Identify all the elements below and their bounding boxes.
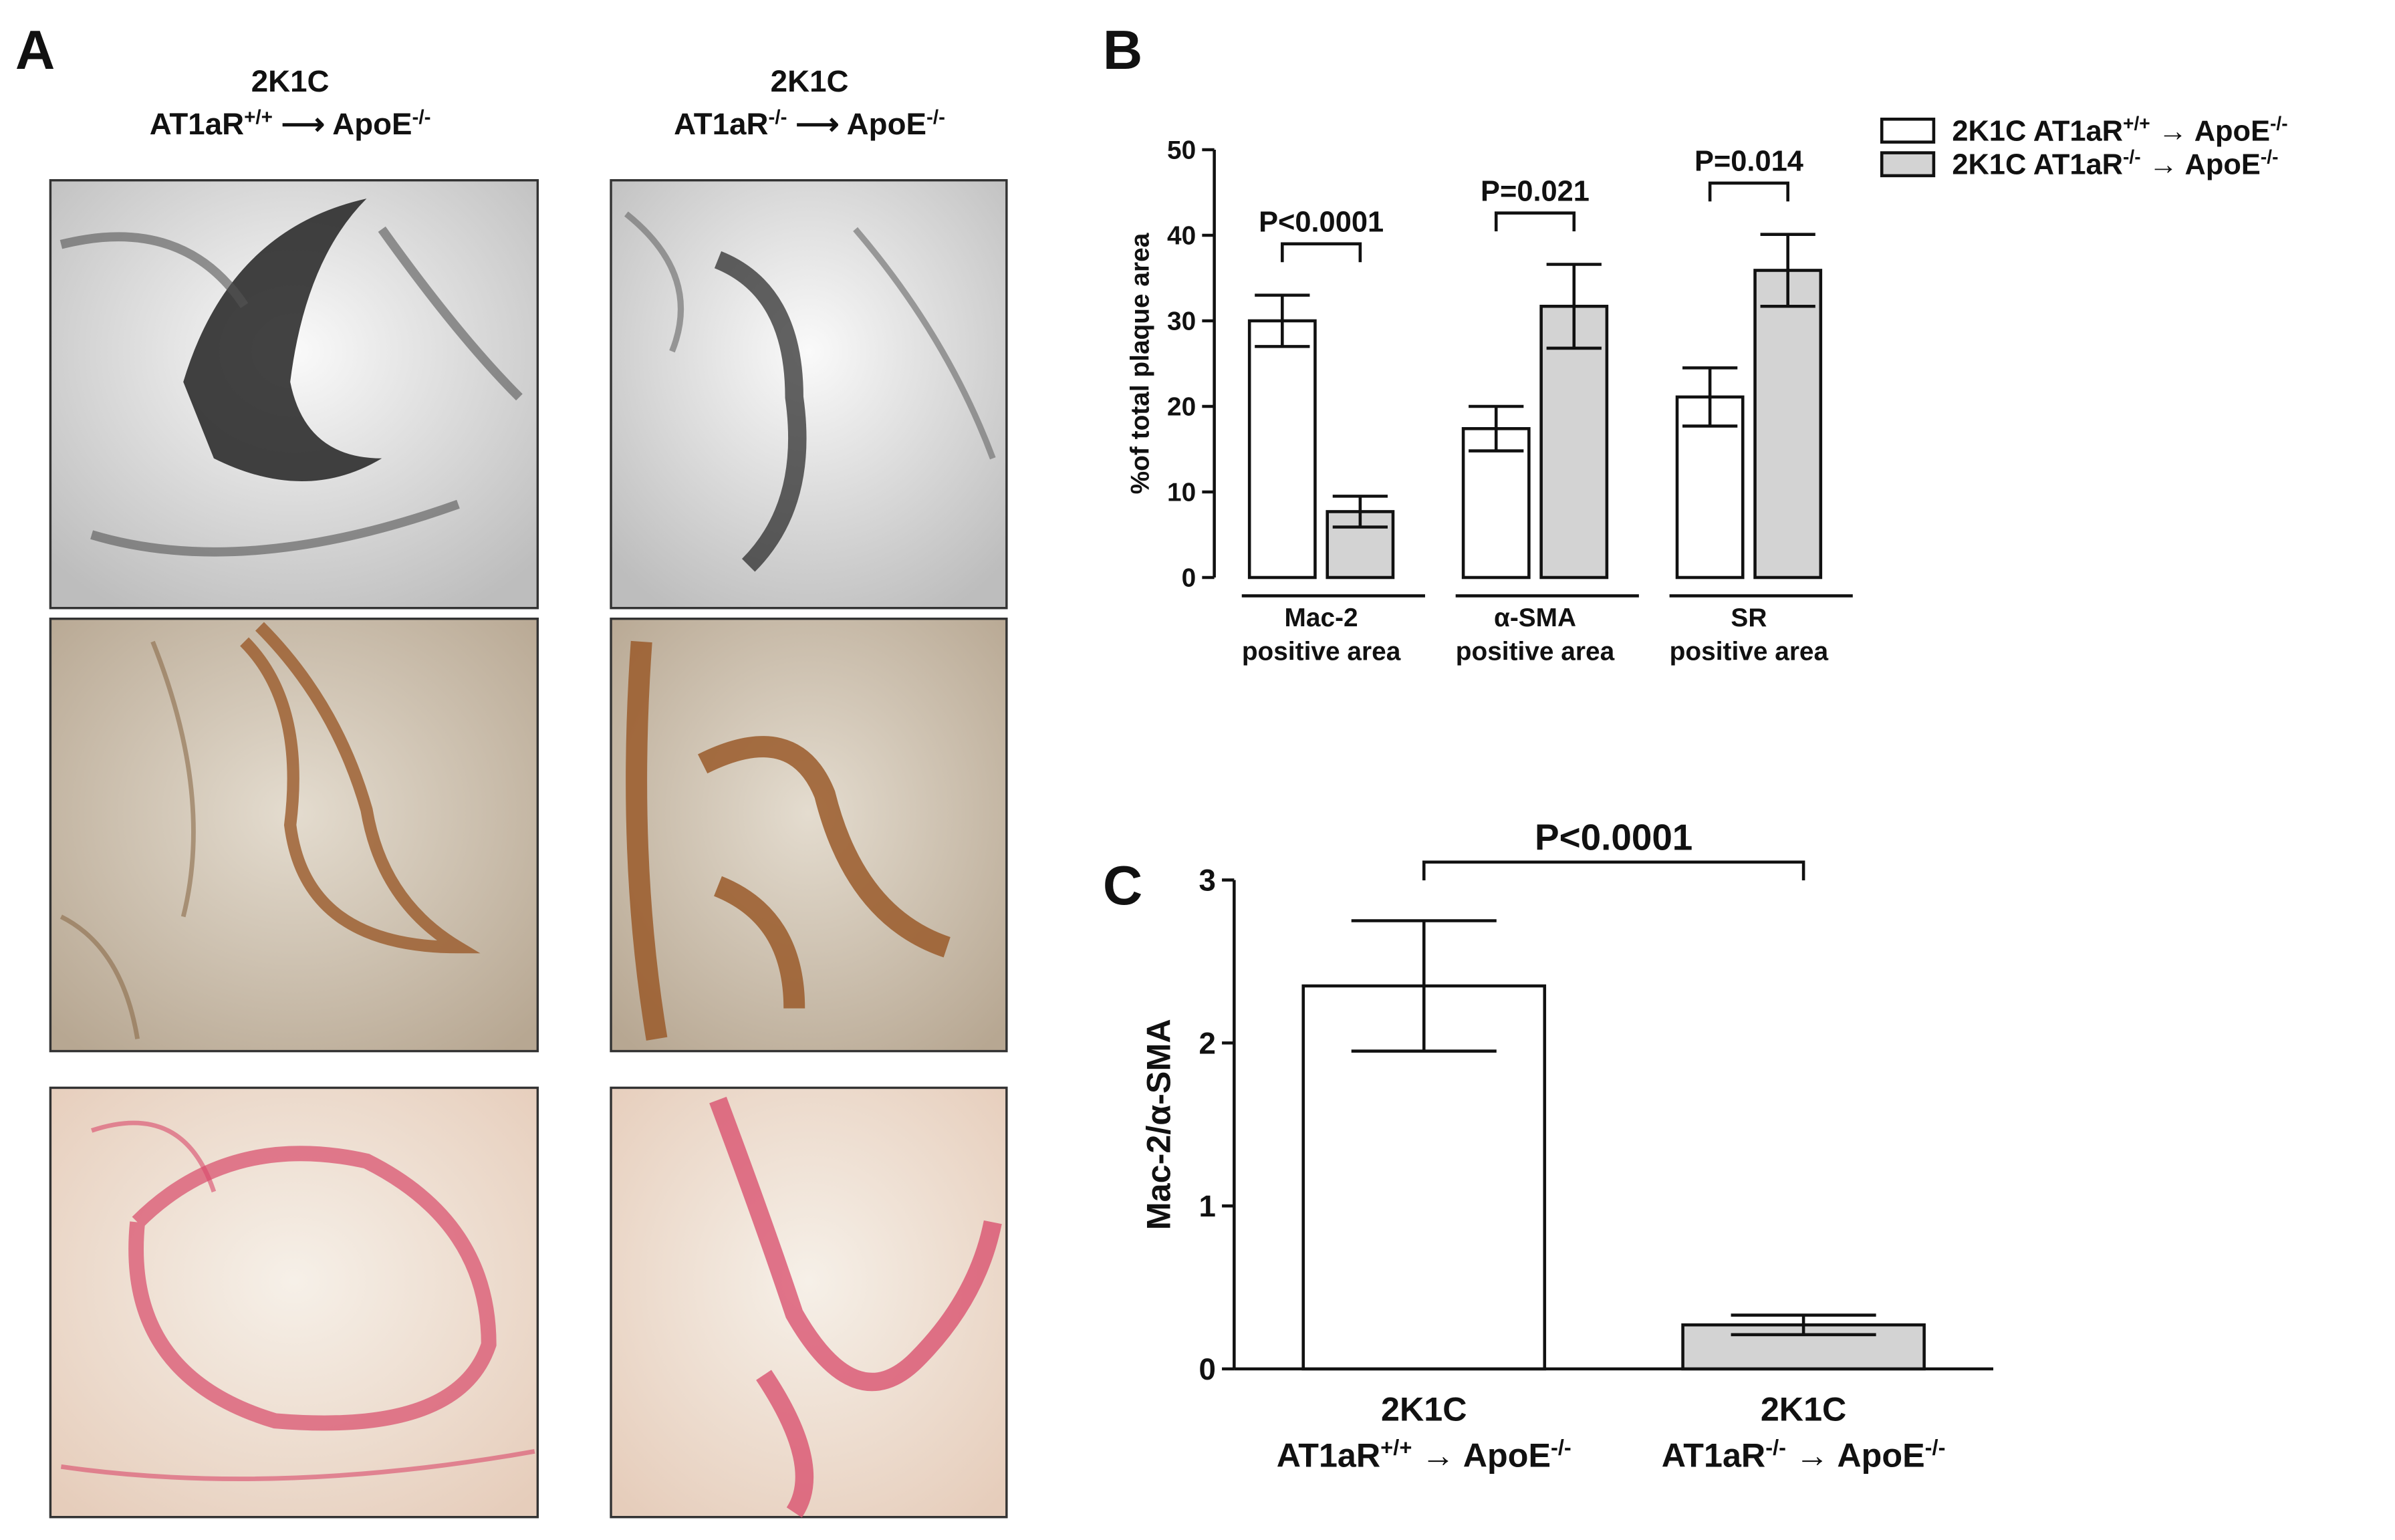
y-axis-label: %of total plaque area — [1126, 233, 1154, 494]
column-title: 2K1C — [251, 64, 330, 98]
y-tick-label: 40 — [1167, 222, 1196, 251]
panel-label: A — [15, 20, 55, 81]
y-tick-label: 10 — [1167, 479, 1196, 507]
panel-label: B — [1103, 20, 1142, 81]
legend-label: 2K1C AT1aR+/+ → ApoE-/- — [1952, 112, 2287, 147]
annotation: P<0.0001 — [1259, 207, 1384, 239]
x-tick-label: 2K1C AT1aR-/- → ApoE-/- — [1662, 1390, 1946, 1474]
column-subtitle: AT1aR-/- ⟶ ApoE-/- — [674, 106, 945, 142]
bar — [1753, 269, 1823, 580]
bar — [1461, 426, 1531, 580]
annotation: P<0.0001 — [1535, 816, 1692, 858]
x-tick-label: α-SMA positive area — [1456, 604, 1615, 666]
legend-swatch — [1880, 151, 1936, 178]
y-tick-label: 20 — [1167, 393, 1196, 422]
micrograph — [610, 178, 1008, 610]
annotation: P=0.014 — [1694, 146, 1803, 178]
column-subtitle: AT1aR+/+ ⟶ ApoE-/- — [150, 106, 431, 142]
legend-label: 2K1C AT1aR-/- → ApoE-/- — [1952, 146, 2278, 181]
legend-swatch — [1880, 118, 1936, 144]
x-tick-label: Mac-2 positive area — [1242, 604, 1401, 666]
significance-bracket — [1422, 860, 1805, 881]
x-tick-label: 2K1C AT1aR+/+ → ApoE-/- — [1277, 1390, 1571, 1474]
significance-bracket — [1708, 181, 1789, 202]
y-tick-label: 2 — [1199, 1026, 1216, 1060]
significance-bracket — [1494, 211, 1576, 232]
annotation: P=0.021 — [1481, 175, 1590, 207]
y-tick-label: 0 — [1199, 1352, 1216, 1386]
x-tick-label: SR positive area — [1670, 604, 1829, 666]
y-axis-label: Mac-2/α-SMA — [1139, 1019, 1177, 1230]
y-tick-label: 0 — [1182, 564, 1196, 593]
y-tick-label: 30 — [1167, 307, 1196, 336]
y-tick-label: 1 — [1199, 1189, 1216, 1223]
significance-bracket — [1281, 242, 1362, 263]
panel-label: C — [1103, 856, 1142, 916]
bar — [1247, 319, 1317, 580]
y-tick-label: 50 — [1167, 136, 1196, 165]
y-tick-label: 3 — [1199, 864, 1216, 898]
micrograph — [610, 618, 1008, 1053]
column-title: 2K1C — [771, 64, 849, 98]
panel-a-images — [49, 178, 1008, 1519]
